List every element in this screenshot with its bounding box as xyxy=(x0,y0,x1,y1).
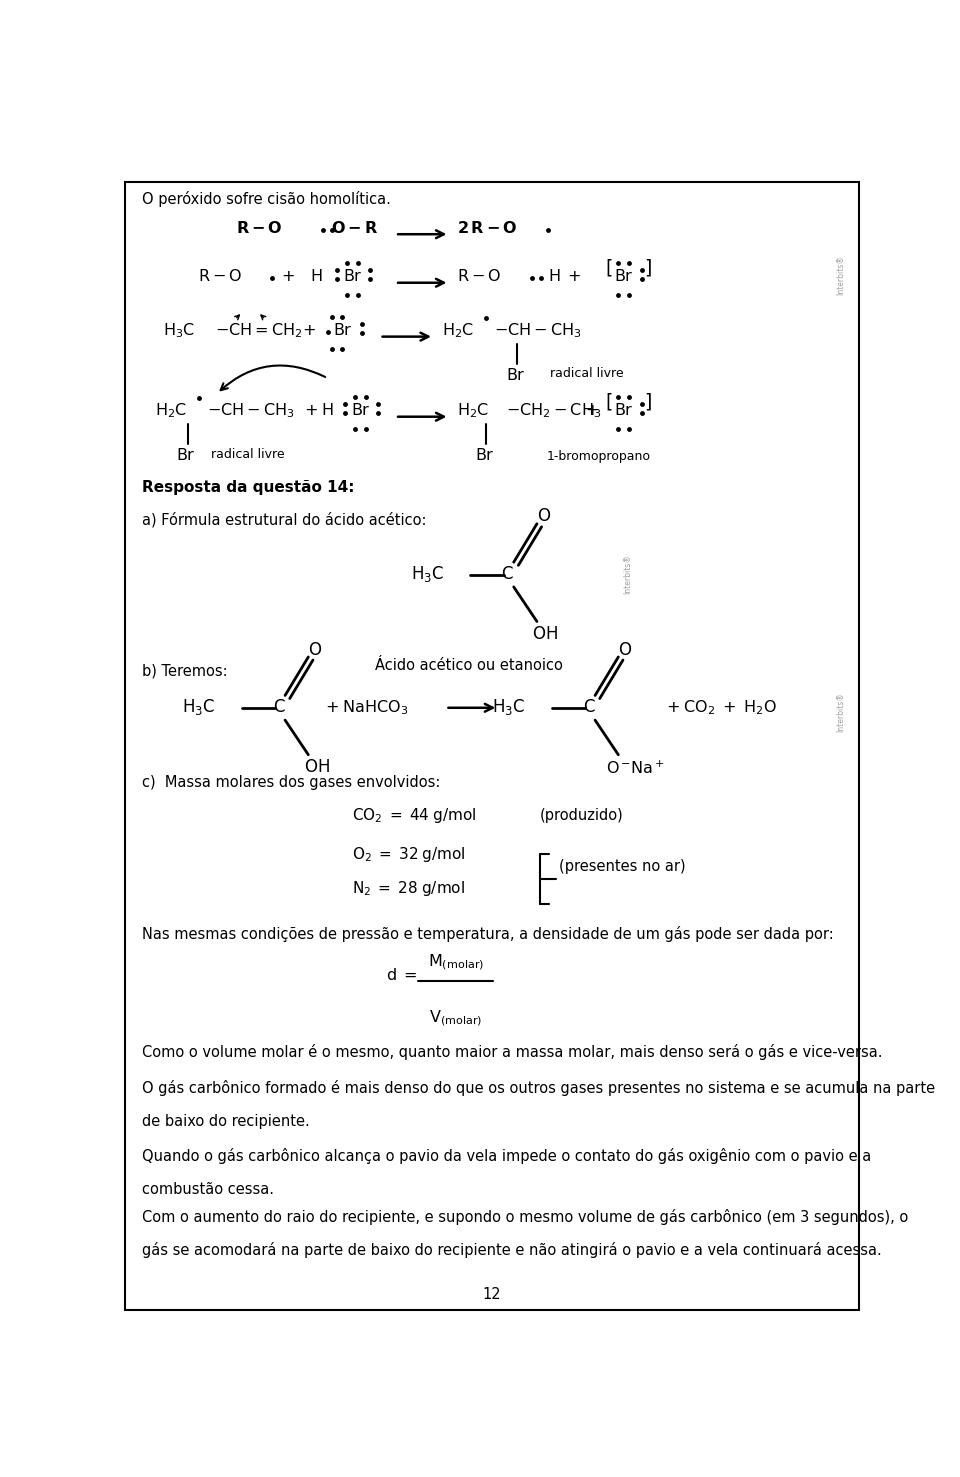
Text: $\mathrm{[}$: $\mathrm{[}$ xyxy=(605,391,612,412)
Text: $\mathrm{N_2\;=\;28\;g/mol}$: $\mathrm{N_2\;=\;28\;g/mol}$ xyxy=(352,879,466,898)
Text: $\mathrm{OH}$: $\mathrm{OH}$ xyxy=(532,625,558,644)
Text: $\mathrm{H_3C}$: $\mathrm{H_3C}$ xyxy=(182,697,215,718)
Text: $\mathrm{H_2C}$: $\mathrm{H_2C}$ xyxy=(442,321,473,340)
Text: $\mathrm{-CH_2-CH_3}$: $\mathrm{-CH_2-CH_3}$ xyxy=(506,402,601,419)
Text: $\mathrm{O}$: $\mathrm{O}$ xyxy=(618,641,633,659)
Text: $\mathrm{OH}$: $\mathrm{OH}$ xyxy=(303,759,329,777)
Text: gás se acomodará na parte de baixo do recipiente e não atingirá o pavio e a vela: gás se acomodará na parte de baixo do re… xyxy=(142,1242,881,1258)
Text: $\mathrm{C}$: $\mathrm{C}$ xyxy=(501,566,514,583)
Text: $\mathrm{O}$: $\mathrm{O}$ xyxy=(308,641,323,659)
Text: $\mathrm{-CH=CH_2}$: $\mathrm{-CH=CH_2}$ xyxy=(214,321,302,340)
Text: (presentes no ar): (presentes no ar) xyxy=(560,860,686,874)
Text: $\mathrm{O}$: $\mathrm{O}$ xyxy=(537,508,551,526)
Text: Resposta da questão 14:: Resposta da questão 14: xyxy=(142,480,354,495)
Text: combustão cessa.: combustão cessa. xyxy=(142,1182,274,1196)
Text: $\mathrm{+\;NaHCO_3}$: $\mathrm{+\;NaHCO_3}$ xyxy=(325,699,409,718)
Text: $\mathrm{C}$: $\mathrm{C}$ xyxy=(273,699,285,716)
Text: $\mathrm{+}$: $\mathrm{+}$ xyxy=(585,403,599,418)
Text: $\mathrm{+\;CO_2\;+\;H_2O}$: $\mathrm{+\;CO_2\;+\;H_2O}$ xyxy=(666,699,778,718)
Text: $\mathrm{CO_2\;=\;44\;g/mol}$: $\mathrm{CO_2\;=\;44\;g/mol}$ xyxy=(352,806,477,826)
Text: $\mathrm{Br}$: $\mathrm{Br}$ xyxy=(333,322,353,338)
Text: $\mathrm{C}$: $\mathrm{C}$ xyxy=(583,699,595,716)
Text: $\mathrm{H_2C}$: $\mathrm{H_2C}$ xyxy=(457,402,490,419)
Text: $\mathrm{-CH-CH_3}$: $\mathrm{-CH-CH_3}$ xyxy=(493,321,582,340)
Text: $\mathbf{O-R}$: $\mathbf{O-R}$ xyxy=(331,220,378,236)
Text: $\mathrm{R-O}$: $\mathrm{R-O}$ xyxy=(457,269,501,284)
Text: Interbits®: Interbits® xyxy=(836,256,845,295)
Text: Como o volume molar é o mesmo, quanto maior a massa molar, mais denso será o gás: Como o volume molar é o mesmo, quanto ma… xyxy=(142,1044,882,1059)
Text: $\mathrm{M_{(molar)}}$: $\mathrm{M_{(molar)}}$ xyxy=(427,953,484,972)
Text: $\mathrm{H_3C}$: $\mathrm{H_3C}$ xyxy=(162,321,195,340)
Text: $\mathrm{]}$: $\mathrm{]}$ xyxy=(644,257,652,278)
Text: $\mathrm{]}$: $\mathrm{]}$ xyxy=(644,391,652,412)
Text: $\mathrm{Br}$: $\mathrm{Br}$ xyxy=(351,402,371,418)
Text: $\mathrm{H_3C}$: $\mathrm{H_3C}$ xyxy=(411,564,444,585)
Text: $\mathrm{Br}$: $\mathrm{Br}$ xyxy=(176,448,196,462)
Text: $\mathrm{+}$: $\mathrm{+}$ xyxy=(281,269,295,284)
Text: (produzido): (produzido) xyxy=(540,808,624,823)
Text: $\mathrm{O_2\;=\;32\;g/mol}$: $\mathrm{O_2\;=\;32\;g/mol}$ xyxy=(352,845,467,864)
Text: Com o aumento do raio do recipiente, e supondo o mesmo volume de gás carbônico (: Com o aumento do raio do recipiente, e s… xyxy=(142,1210,908,1224)
Text: O peróxido sofre cisão homolítica.: O peróxido sofre cisão homolítica. xyxy=(142,191,391,207)
Text: 12: 12 xyxy=(483,1286,501,1303)
Text: $\mathrm{O^-\!Na^+}$: $\mathrm{O^-\!Na^+}$ xyxy=(606,759,664,777)
Text: Quando o gás carbônico alcança o pavio da vela impede o contato do gás oxigênio : Quando o gás carbônico alcança o pavio d… xyxy=(142,1148,871,1164)
Text: $\mathrm{Br}$: $\mathrm{Br}$ xyxy=(506,366,526,383)
Text: $\mathrm{[}$: $\mathrm{[}$ xyxy=(605,257,612,278)
Text: Interbits®: Interbits® xyxy=(623,554,632,594)
Text: radical livre: radical livre xyxy=(550,368,624,381)
Text: O gás carbônico formado é mais denso do que os outros gases presentes no sistema: O gás carbônico formado é mais denso do … xyxy=(142,1080,935,1096)
Text: $\mathbf{2\,R-O}$: $\mathbf{2\,R-O}$ xyxy=(457,220,517,236)
Text: $\mathrm{Br}$: $\mathrm{Br}$ xyxy=(614,402,635,418)
Text: $\mathrm{H\;+}$: $\mathrm{H\;+}$ xyxy=(548,269,581,284)
Text: Interbits®: Interbits® xyxy=(836,693,845,733)
Text: $\mathrm{R-O}$: $\mathrm{R-O}$ xyxy=(198,269,242,284)
Text: b) Teremos:: b) Teremos: xyxy=(142,663,228,678)
Text: 1-bromopropano: 1-bromopropano xyxy=(546,450,650,462)
Text: $\mathrm{Br}$: $\mathrm{Br}$ xyxy=(344,269,363,284)
Text: $\mathrm{-CH-CH_3}$: $\mathrm{-CH-CH_3}$ xyxy=(206,402,295,419)
Text: c)  Massa molares dos gases envolvidos:: c) Massa molares dos gases envolvidos: xyxy=(142,775,440,790)
Text: $\mathbf{R-O}$: $\mathbf{R-O}$ xyxy=(236,220,283,236)
Text: a) Fórmula estrutural do ácido acético:: a) Fórmula estrutural do ácido acético: xyxy=(142,513,426,527)
Text: Nas mesmas condições de pressão e temperatura, a densidade de um gás pode ser da: Nas mesmas condições de pressão e temper… xyxy=(142,926,833,942)
Text: $\mathrm{Br}$: $\mathrm{Br}$ xyxy=(475,448,494,462)
Text: $\mathrm{Br}$: $\mathrm{Br}$ xyxy=(614,269,635,284)
Text: $\mathrm{d\;=}$: $\mathrm{d\;=}$ xyxy=(386,966,418,982)
Text: radical livre: radical livre xyxy=(211,448,285,461)
FancyArrowPatch shape xyxy=(221,365,325,390)
Text: de baixo do recipiente.: de baixo do recipiente. xyxy=(142,1114,309,1128)
Text: Ácido acético ou etanoico: Ácido acético ou etanoico xyxy=(374,659,563,674)
Text: $\mathrm{H_2C}$: $\mathrm{H_2C}$ xyxy=(155,402,187,419)
Text: $\mathrm{+}$: $\mathrm{+}$ xyxy=(302,323,316,338)
Text: $\mathrm{+\;H}$: $\mathrm{+\;H}$ xyxy=(304,402,335,418)
Text: $\mathrm{V_{(molar)}}$: $\mathrm{V_{(molar)}}$ xyxy=(429,1009,482,1028)
Text: $\mathrm{H_3C}$: $\mathrm{H_3C}$ xyxy=(492,697,525,718)
Text: $\mathrm{H}$: $\mathrm{H}$ xyxy=(310,269,323,284)
